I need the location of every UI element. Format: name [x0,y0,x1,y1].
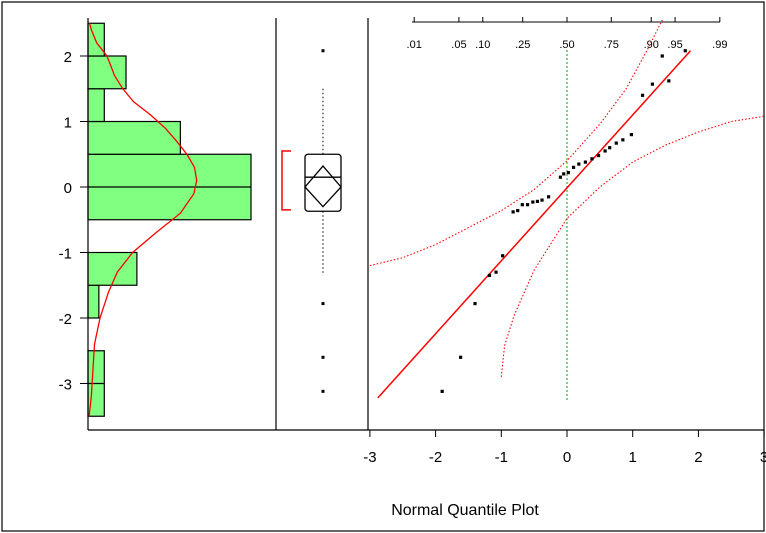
quantile-point [473,301,477,306]
probability-tick-label: .99 [712,39,727,51]
quantile-point [640,93,645,97]
quantile-point [596,153,601,158]
x-tick-label: 3 [760,449,766,466]
probability-tick-label: .25 [515,39,530,51]
quantile-point [608,146,612,150]
outlier-point [321,302,325,306]
quantile-point [583,160,587,164]
quantile-point [614,141,618,145]
box-plot-panel [275,18,368,431]
quantile-point [571,165,576,169]
y-tick-label: 1 [64,115,72,132]
confidence-bands [369,19,765,377]
quantile-point [516,208,520,213]
quantile-point [520,203,524,207]
y-tick-label: -1 [59,246,72,263]
quantile-point [547,195,551,199]
probability-tick-label: .75 [604,39,619,51]
probability-tick-label: .05 [451,39,466,51]
fit-line [377,50,692,399]
quantile-point [667,79,671,83]
x-tick-label: 2 [694,449,702,466]
probability-tick-label: .01 [407,39,422,51]
x-tick-label: 1 [629,449,637,466]
quantile-point [535,199,540,204]
quantile-point [562,172,566,176]
quantile-point [621,138,625,142]
normal-quantile-panel: .01 .05 .10 .25 .50 .75 .90 .95 .99 -3 -2 -1 0 1 2 3 N… [363,17,766,519]
x-tick-label: -2 [429,449,442,466]
histogram-bar [87,120,181,155]
quantile-point [577,162,581,166]
box-plot [281,49,342,393]
quantile-point [650,82,655,86]
quantile-point [566,170,570,175]
histogram-y-ticks: 2 1 0 -1 -2 -3 [59,49,88,394]
quantile-point [531,200,535,204]
probability-tick-label: .10 [475,39,490,51]
nq-x-ticks: -3 -2 -1 0 1 2 3 [363,430,766,466]
quantile-point [540,198,544,202]
histogram-bar [87,284,100,319]
shortest-half-bracket [281,150,291,211]
x-tick-label: -3 [363,449,376,466]
y-tick-label: 0 [64,180,72,197]
density-curve [88,23,198,417]
probability-tick-label: .95 [667,39,682,51]
y-tick-label: -3 [59,377,72,394]
quantile-points [440,49,687,393]
quantile-point [440,389,444,393]
outlier-point [321,355,325,359]
confidence-band-upper [369,19,663,267]
quantile-point [525,203,530,207]
nq-axis-label: Normal Quantile Plot [391,502,539,519]
quantile-point [458,355,463,359]
outlier-point [321,49,325,53]
quantile-point [558,175,563,179]
quantile-point [511,210,515,214]
histogram-panel: 2 1 0 -1 -2 -3 [59,18,276,431]
x-tick-label: 0 [563,449,571,466]
probability-tick-label: .50 [559,39,574,51]
histogram-bar [87,88,105,123]
quantile-point [603,149,607,153]
quantile-point [683,49,687,53]
quantile-point [590,157,594,161]
y-tick-label: -2 [59,311,72,328]
x-tick-label: -1 [495,449,508,466]
probability-ticks: .01 .05 .10 .25 .50 .75 .90 .95 .99 [407,17,727,51]
y-tick-label: 2 [64,49,72,66]
outlier-point [321,389,325,393]
quantile-point [660,54,664,58]
quantile-point [494,270,498,274]
confidence-band-lower [500,115,765,377]
probability-tick-label: .90 [644,39,659,51]
quantile-point [501,254,505,258]
quartile-box [304,153,342,212]
mean-diamond [304,165,342,208]
quantile-point [487,273,492,278]
quantile-point [629,133,633,137]
